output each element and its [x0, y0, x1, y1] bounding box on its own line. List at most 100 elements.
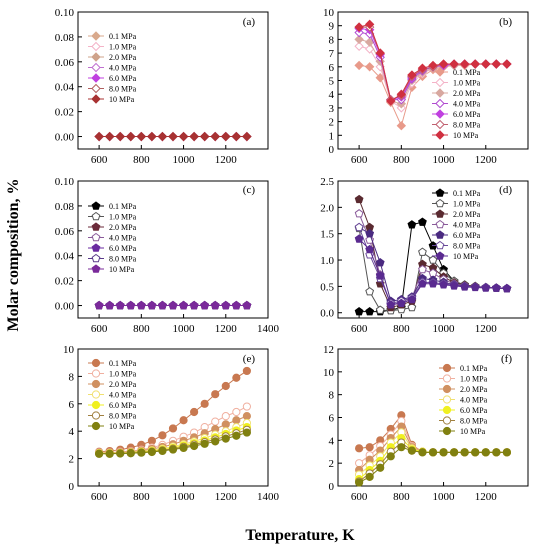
data-point: [375, 271, 385, 280]
legend-marker: [435, 77, 445, 88]
legend-marker: [435, 209, 445, 218]
data-point: [364, 19, 375, 30]
y-tick-label: 0: [69, 481, 75, 493]
y-tick-label: 0.10: [55, 7, 75, 19]
y-tick-label: 0.08: [55, 32, 75, 44]
legend-label: 6.0 MPa: [453, 231, 481, 240]
data-point: [428, 255, 438, 264]
data-point: [115, 300, 125, 310]
data-point: [211, 390, 220, 399]
legend-marker: [91, 421, 101, 431]
data-point: [491, 59, 502, 69]
x-tick-label: 800: [393, 323, 410, 335]
data-point: [481, 283, 491, 292]
legend-label: 4.0 MPa: [460, 396, 488, 405]
data-point: [137, 448, 146, 457]
legend-label: 6.0 MPa: [453, 110, 481, 119]
data-point: [386, 96, 396, 106]
legend-marker: [91, 83, 101, 94]
data-point: [491, 283, 501, 292]
y-tick-label: 0.00: [55, 132, 75, 144]
y-tick-label: 0.02: [55, 107, 74, 119]
data-point: [418, 217, 427, 226]
data-point: [460, 448, 469, 457]
x-tick-label: 600: [91, 491, 108, 503]
legend-marker: [442, 363, 452, 373]
panel-label: (f): [501, 353, 512, 365]
data-point: [397, 443, 406, 452]
data-point: [439, 448, 448, 457]
legend-label: 8.0 MPa: [453, 242, 481, 251]
legend-marker: [435, 88, 445, 98]
data-point: [407, 294, 417, 304]
y-tick-label: 8: [69, 371, 75, 383]
plot-frame: [77, 180, 269, 319]
y-tick-label: 2.0: [320, 202, 334, 214]
data-point: [104, 131, 115, 142]
legend-marker: [435, 119, 445, 130]
x-tick-label: 800: [393, 154, 410, 166]
y-tick-label: 5: [329, 76, 335, 88]
y-tick-label: 0.00: [55, 301, 75, 313]
data-point: [428, 279, 438, 288]
data-point: [168, 300, 178, 310]
data-point: [242, 300, 252, 310]
legend-label: 4.0 MPa: [109, 391, 137, 400]
data-point: [418, 247, 427, 256]
data-point: [94, 131, 104, 142]
legend-label: 4.0 MPa: [109, 64, 137, 73]
legend-marker: [91, 264, 101, 273]
legend-marker: [91, 369, 101, 378]
legend-label: 4.0 MPa: [109, 234, 137, 243]
data-point: [168, 424, 178, 433]
legend-label: 1.0 MPa: [460, 375, 488, 384]
y-tick-label: 10: [323, 7, 335, 19]
data-point: [449, 59, 459, 69]
data-point: [354, 234, 364, 243]
data-point: [375, 258, 385, 267]
data-point: [460, 282, 470, 291]
legend-marker: [442, 395, 452, 404]
legend-marker: [91, 41, 101, 52]
data-point: [232, 431, 241, 440]
legend-label: 10 MPa: [460, 427, 486, 436]
data-point: [242, 428, 251, 437]
x-tick-label: 600: [91, 154, 108, 166]
legend-label: 8.0 MPa: [109, 255, 137, 264]
data-point: [428, 448, 438, 457]
x-tick-label: 1200: [215, 154, 238, 166]
data-point: [231, 300, 241, 310]
x-tick-label: 1200: [215, 323, 238, 335]
legend-label: 6.0 MPa: [460, 406, 488, 415]
y-tick-label: 1.0: [320, 255, 334, 267]
data-point: [449, 281, 459, 290]
legend-label: 10 MPa: [453, 252, 479, 261]
data-point: [221, 131, 231, 142]
data-point: [126, 131, 136, 142]
data-point: [386, 300, 396, 309]
y-tick-label: 0.08: [55, 201, 75, 213]
legend-label: 1.0 MPa: [109, 213, 137, 222]
legend-label: 6.0 MPa: [109, 74, 137, 83]
data-point: [211, 437, 220, 446]
y-axis-label: Molar composition, %: [5, 178, 22, 331]
legend-marker: [91, 94, 101, 104]
legend-marker: [435, 188, 445, 197]
data-point: [157, 131, 168, 142]
data-point: [126, 449, 135, 458]
data-point: [242, 131, 252, 142]
x-tick-label: 1200: [475, 323, 498, 335]
legend-label: 0.1 MPa: [109, 359, 137, 368]
y-tick-label: 6: [329, 413, 335, 425]
data-point: [459, 59, 470, 69]
data-point: [116, 449, 125, 458]
data-point: [136, 300, 146, 310]
legend-marker: [442, 374, 452, 383]
y-tick-label: 3: [329, 103, 335, 115]
series-e-6: [95, 428, 251, 458]
data-point: [105, 300, 115, 310]
data-point: [147, 131, 157, 142]
legend-marker: [91, 222, 101, 231]
